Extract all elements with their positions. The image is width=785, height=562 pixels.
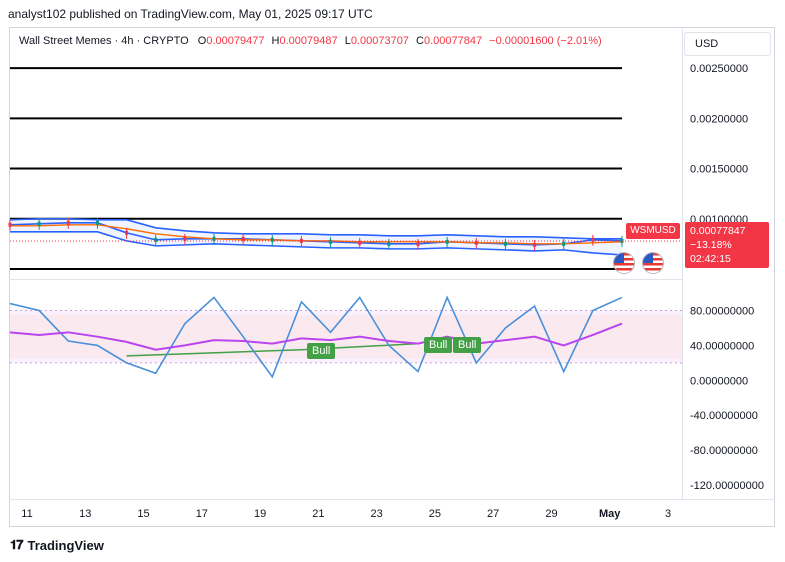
bollinger-band-fill <box>10 218 622 255</box>
time-axis-label: 13 <box>79 508 91 520</box>
time-axis-label: 29 <box>545 508 557 520</box>
candle-body <box>416 241 420 246</box>
candle-body <box>445 239 449 244</box>
time-axis-label: 23 <box>371 508 383 520</box>
price-axis-divider <box>682 27 683 500</box>
price-axis-label: 0.00150000 <box>690 164 748 176</box>
time-axis-label: May <box>599 508 621 520</box>
time-axis-label: 11 <box>21 508 32 520</box>
candle-body <box>387 241 391 246</box>
candle-body <box>66 220 70 225</box>
candle-body <box>591 237 595 242</box>
chart-frame <box>9 27 775 527</box>
candle-body <box>241 236 245 241</box>
legend-change: −0.00001600 (−2.01%) <box>489 35 602 47</box>
oscillator-axis-label: 0.00000000 <box>690 375 748 387</box>
last-price-change: −13.18% <box>690 239 732 251</box>
price-axis-label: 0.00250000 <box>690 63 748 75</box>
tradingview-logo[interactable]: 𝟏𝟕 TradingView <box>10 537 104 553</box>
rsi-line <box>9 322 623 351</box>
legend-close-value: 0.00077847 <box>423 35 483 47</box>
price-axis-label: 0.00200000 <box>690 113 748 125</box>
candle-body <box>562 241 566 246</box>
candle-body <box>95 220 99 225</box>
candle-body <box>125 230 129 235</box>
bull-divergence-line <box>126 349 302 357</box>
legend-open-value: 0.00079477 <box>206 35 265 47</box>
time-axis-label: 21 <box>312 508 324 520</box>
bollinger-upper-band <box>9 217 622 240</box>
legend-title: Wall Street Memes · 4h · CRYPTO <box>19 35 189 47</box>
candle-body <box>270 237 274 242</box>
candle-body <box>8 222 12 227</box>
bull-divergence-label: Bull <box>453 337 482 353</box>
bull-divergence-label: Bull <box>307 343 336 359</box>
oscillator-axis-label: -80.00000000 <box>690 445 758 457</box>
header-publisher: analyst102 published on TradingView.com,… <box>8 7 373 21</box>
symbol-price-tag: WSMUSD <box>626 223 680 239</box>
oscillator-axis-label: -120.00000000 <box>690 480 764 492</box>
axes-labels: 0.002500000.002000000.001500000.00100000… <box>21 63 764 520</box>
oscillator-axis-label: 40.00000000 <box>690 340 754 352</box>
candle-body <box>533 242 537 247</box>
symbol-legend[interactable]: Wall Street Memes · 4h · CRYPTO O0.00079… <box>19 35 602 47</box>
bull-divergence-label: Bull <box>424 337 453 353</box>
time-axis-label: 25 <box>429 508 441 520</box>
legend-low-value: 0.00073707 <box>350 35 409 47</box>
oscillator-pane <box>9 295 682 379</box>
time-axis-label: 19 <box>254 508 266 520</box>
pane-divider[interactable] <box>9 279 682 280</box>
last-price-tag: 0.00077847 −13.18% 02:42:15 <box>685 222 769 268</box>
candle-body <box>212 236 216 241</box>
time-axis-label: 15 <box>137 508 149 520</box>
logo-text: TradingView <box>27 537 104 553</box>
legend-high-value: 0.00079487 <box>279 35 338 47</box>
last-price-value: 0.00077847 <box>690 225 746 237</box>
legend-open-key: O <box>197 35 207 47</box>
legend-high-key: H <box>271 35 280 47</box>
us-flag-icon[interactable] <box>642 252 664 274</box>
candle-body <box>37 221 41 226</box>
time-axis-label: 17 <box>196 508 208 520</box>
candle-body <box>329 239 333 244</box>
legend-low-key: L <box>344 35 351 47</box>
bar-countdown: 02:42:15 <box>690 253 731 265</box>
oscillator-axis-label: 80.00000000 <box>690 306 754 318</box>
stoch-band-fill <box>10 314 682 359</box>
candle-body <box>183 236 187 241</box>
bollinger-lower-band <box>10 231 623 256</box>
stochastic-line <box>9 295 623 379</box>
tradingview-logo-icon: 𝟏𝟕 <box>10 537 24 552</box>
candle-body <box>154 237 158 242</box>
candle-body <box>358 240 362 245</box>
us-flag-icon[interactable] <box>613 252 635 274</box>
main-price-pane <box>8 67 682 270</box>
time-axis-label: 27 <box>487 508 499 520</box>
time-axis-label: 3 <box>665 508 671 520</box>
candle-body <box>503 241 507 246</box>
legend-close-key: C <box>416 35 424 47</box>
rsi-band-fill <box>10 310 682 363</box>
time-axis-divider <box>9 499 775 500</box>
currency-selector[interactable]: USD <box>684 32 771 56</box>
oscillator-axis-label: -40.00000000 <box>690 410 758 422</box>
candle-body <box>474 240 478 245</box>
